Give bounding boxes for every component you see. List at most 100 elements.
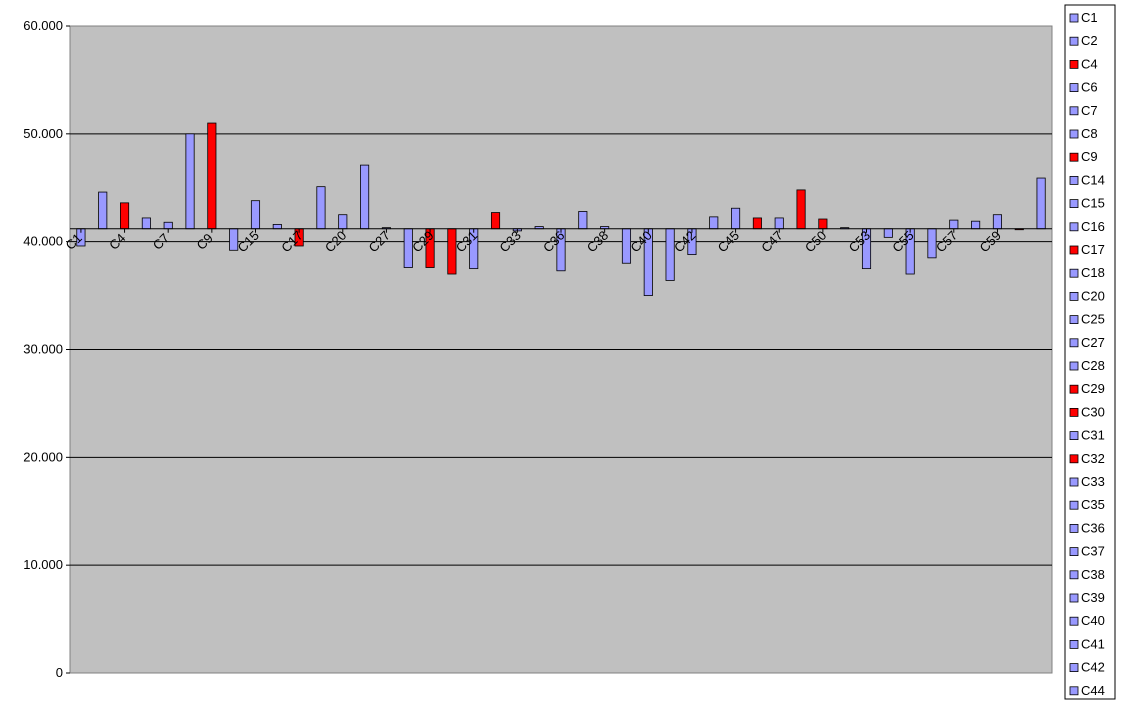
legend-entry: C18 — [1081, 265, 1105, 280]
bar-c30 — [447, 228, 457, 275]
bar-c6 — [141, 217, 151, 230]
bar-c7 — [163, 221, 173, 230]
legend-entry: C6 — [1081, 80, 1098, 95]
legend-entry: C32 — [1081, 451, 1105, 466]
y-tick-label: 0 — [56, 665, 63, 680]
legend-entry: C31 — [1081, 428, 1105, 443]
legend-swatch — [1069, 384, 1079, 394]
legend-swatch — [1069, 175, 1079, 185]
bar-c45 — [731, 207, 741, 230]
legend-entry: C1 — [1081, 10, 1098, 25]
legend-swatch — [1069, 222, 1079, 232]
legend-entry: C37 — [1081, 544, 1105, 559]
legend-swatch — [1069, 640, 1079, 649]
legend-swatch — [1069, 616, 1079, 626]
legend-entry: C35 — [1081, 497, 1105, 512]
legend-entry: C33 — [1081, 474, 1105, 489]
y-tick-label: 30.000 — [23, 342, 63, 357]
legend-swatch — [1069, 315, 1079, 325]
legend-entry: C27 — [1081, 335, 1105, 350]
legend-swatch — [1069, 106, 1079, 116]
bar-c50 — [818, 218, 828, 230]
legend-swatch — [1069, 500, 1079, 510]
legend-swatch — [1069, 477, 1079, 487]
legend-swatch — [1069, 36, 1079, 46]
legend-entry: C39 — [1081, 590, 1105, 605]
legend-swatch — [1069, 431, 1079, 441]
legend-entry: C44 — [1081, 683, 1105, 698]
legend-entry: C2 — [1081, 33, 1098, 48]
legend-box — [1064, 4, 1116, 700]
legend-entry: C9 — [1081, 149, 1098, 164]
bar-c47 — [774, 217, 784, 230]
bar-c16 — [272, 224, 282, 230]
gridlines — [70, 133, 1052, 566]
bar-c28 — [403, 228, 413, 268]
legend-entry: C42 — [1081, 660, 1105, 675]
legend-swatch — [1069, 524, 1079, 533]
legend-entry: C29 — [1081, 381, 1105, 396]
legend-entry: C17 — [1081, 242, 1105, 257]
legend-entry: C4 — [1081, 56, 1098, 71]
legend-swatch — [1069, 60, 1079, 69]
legend-entry: C25 — [1081, 312, 1105, 327]
bar-c25 — [360, 164, 370, 230]
legend-entry: C38 — [1081, 567, 1105, 582]
y-tick-label: 40.000 — [23, 234, 63, 249]
legend-entry: C14 — [1081, 172, 1105, 187]
bar-c8 — [185, 133, 195, 230]
bar-c4 — [120, 202, 130, 230]
legend-entry: C41 — [1081, 636, 1105, 651]
legend-swatch — [1069, 593, 1079, 603]
bar-c59 — [992, 214, 1002, 230]
legend-swatch — [1069, 129, 1079, 139]
bar-c15 — [250, 200, 261, 230]
bar-c2 — [98, 191, 108, 230]
bar-c54 — [883, 228, 893, 238]
legend-swatch — [1069, 268, 1079, 278]
bar-c20 — [338, 214, 348, 230]
legend-swatch — [1069, 13, 1079, 23]
bar-c32 — [490, 212, 501, 230]
legend-entry: C28 — [1081, 358, 1105, 373]
y-axis: 0 10.000 20.000 30.000 40.000 50.000 60.000 — [23, 18, 70, 680]
bar-c9 — [207, 122, 217, 230]
legend-entry: C16 — [1081, 219, 1105, 234]
legend-swatch — [1069, 245, 1079, 255]
y-tick-label: 50.000 — [23, 126, 63, 141]
legend-entry: C36 — [1081, 520, 1105, 535]
legend-entry: C7 — [1081, 103, 1098, 118]
legend-swatch — [1069, 361, 1079, 371]
legend-swatch — [1069, 338, 1079, 348]
bar-c46 — [752, 217, 762, 230]
legend-entry: C15 — [1081, 196, 1105, 211]
bar-c37 — [578, 211, 588, 230]
bar-c18 — [316, 186, 326, 230]
legend-entry: C30 — [1081, 404, 1105, 419]
bar-c61 — [1036, 177, 1046, 230]
bar-c58 — [971, 220, 981, 230]
y-tick-label: 60.000 — [23, 18, 63, 33]
legend-entry: C20 — [1081, 288, 1105, 303]
legend-entry: C40 — [1081, 613, 1105, 628]
legend-swatch — [1069, 152, 1079, 162]
y-tick-label: 10.000 — [23, 557, 63, 572]
legend-swatch — [1069, 547, 1079, 556]
bar-c57 — [949, 219, 959, 230]
legend-swatch — [1069, 663, 1079, 672]
legend-swatch — [1069, 570, 1079, 580]
legend-entry: C8 — [1081, 126, 1098, 141]
legend-swatch — [1069, 291, 1079, 301]
legend-swatch — [1069, 407, 1079, 417]
bar-c41 — [665, 228, 675, 281]
legend-swatch — [1069, 686, 1079, 696]
legend-swatch — [1069, 83, 1079, 92]
y-tick-label: 20.000 — [23, 449, 63, 464]
legend: C1 C2 C4 C6 C7 C8 C9 C14 C15 C16 C17 C18 C20 C25 C27 C2… — [1064, 4, 1116, 700]
bar-c44 — [709, 216, 719, 230]
legend-swatch — [1069, 199, 1079, 209]
legend-swatch — [1069, 454, 1079, 464]
bar-c48 — [796, 189, 806, 230]
